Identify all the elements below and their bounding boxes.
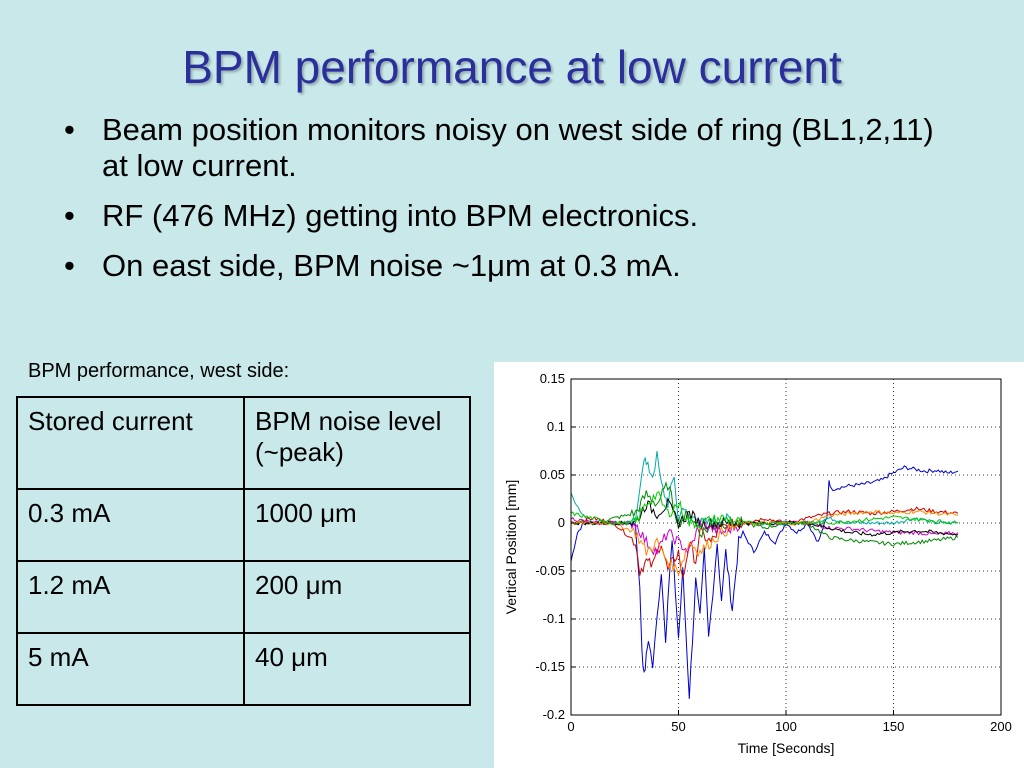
cell-noise: 200 μm [243,560,471,634]
bullet-list: Beam position monitors noisy on west sid… [56,112,936,298]
vertical-position-chart: 0 50 100 150 200 0.15 0.1 0.05 0 -0.05 -0.1 -0.15 -0… [494,362,1024,768]
x-axis-label: Time [Seconds] [738,740,835,756]
y-tick-label: 0 [558,515,565,530]
chart-series [570,450,959,699]
bpm-noise-table: Stored current BPM noise level (~peak) 0… [16,396,471,706]
x-tick-label: 0 [567,719,574,734]
x-tick-label: 200 [990,719,1012,734]
y-tick-label: -0.05 [535,563,565,578]
chart-grid [571,379,1001,715]
y-tick-label: 0.05 [540,467,565,482]
bullet-item: Beam position monitors noisy on west sid… [56,112,936,184]
table-row: 5 mA 40 μm [16,632,471,706]
chart-ticks: 0 50 100 150 200 0.15 0.1 0.05 0 -0.05 -0.1 -0.15 -0… [535,371,1011,734]
table-row: 0.3 mA 1000 μm [16,488,471,562]
table-caption: BPM performance, west side: [28,360,290,382]
x-tick-label: 150 [883,719,905,734]
cell-current: 0.3 mA [16,488,245,562]
cell-noise: 1000 μm [243,488,471,562]
bullet-item: RF (476 MHz) getting into BPM electronic… [56,198,936,234]
series-line [570,506,959,579]
header-stored-current: Stored current [16,396,245,490]
table-header-row: Stored current BPM noise level (~peak) [16,396,471,490]
bullet-item: On east side, BPM noise ~1μm at 0.3 mA. [56,248,936,284]
y-tick-label: -0.2 [543,707,565,722]
cell-current: 1.2 mA [16,560,245,634]
y-tick-label: -0.1 [543,611,565,626]
cell-current: 5 mA [16,632,245,706]
series-line [570,465,959,699]
y-tick-label: 0.1 [547,419,565,434]
table-row: 1.2 mA 200 μm [16,560,471,634]
series-line [570,450,959,529]
cell-noise: 40 μm [243,632,471,706]
y-tick-label: 0.15 [540,371,565,386]
chart-svg: 0 50 100 150 200 0.15 0.1 0.05 0 -0.05 -0.1 -0.15 -0… [503,371,1012,756]
x-tick-label: 50 [671,719,685,734]
slide-title: BPM performance at low current [182,41,842,93]
series-line [570,480,959,547]
series-line [570,509,958,577]
header-bpm-noise: BPM noise level (~peak) [243,396,471,490]
x-tick-label: 100 [775,719,797,734]
series-line [570,490,959,530]
y-axis-label: Vertical Position [mm] [503,480,519,615]
y-tick-label: -0.15 [535,659,565,674]
